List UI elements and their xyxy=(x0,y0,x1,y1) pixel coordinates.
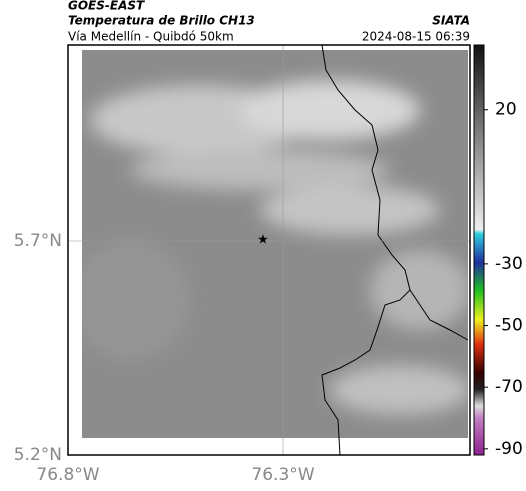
lon-label: 76.3°W xyxy=(251,465,314,485)
colorbar-tick-label: -30 xyxy=(495,254,523,274)
lon-label: 76.8°W xyxy=(36,465,99,485)
lat-label: 5.7°N xyxy=(14,231,62,251)
lat-label: 5.2°N xyxy=(14,445,62,465)
colorbar-tick-label: 20 xyxy=(495,100,517,120)
datetime: 2024-08-15 06:39 xyxy=(362,30,470,44)
satellite-image: ★ xyxy=(67,44,471,456)
location: Vía Medellín - Quibdó 50km xyxy=(68,30,234,44)
source: GOES-EAST xyxy=(68,0,145,13)
svg-text:★: ★ xyxy=(257,233,269,248)
colorbar-tick-label: -50 xyxy=(495,316,523,336)
org: SIATA xyxy=(432,14,470,28)
colorbar-tick-label: -70 xyxy=(495,377,523,397)
colorbar-tick-label: -90 xyxy=(495,439,523,459)
colorbar xyxy=(473,44,485,456)
product: Temperatura de Brillo CH13 xyxy=(68,14,255,28)
